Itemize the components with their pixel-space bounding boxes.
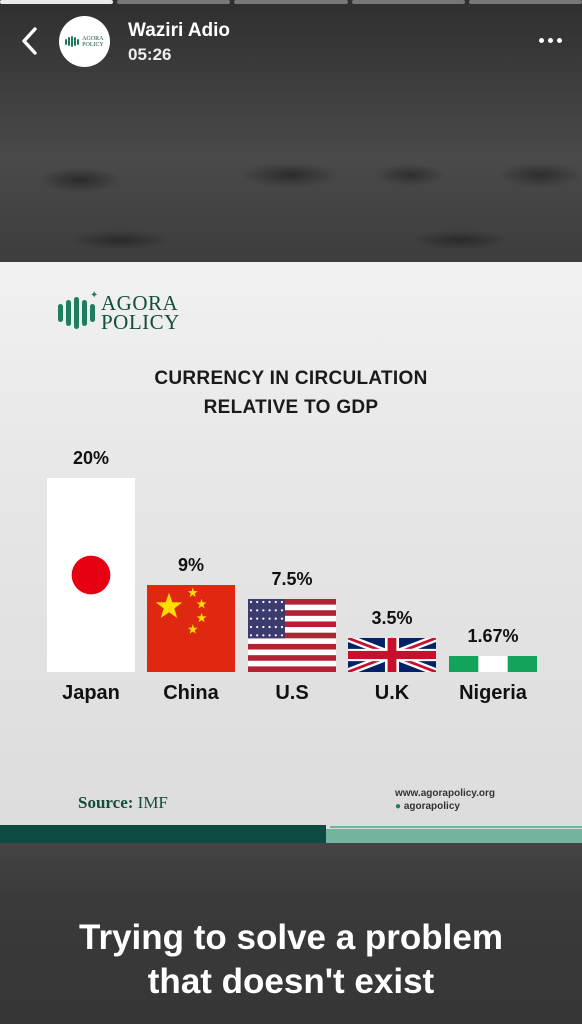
author-name[interactable]: Waziri Adio [128, 20, 231, 41]
bar-china [147, 585, 235, 672]
footer-strip-line [330, 826, 582, 828]
category-label-nigeria: Nigeria [459, 682, 527, 704]
story-background-bottom [0, 843, 582, 1024]
value-label-uk: 3.5% [371, 608, 413, 628]
flag-japan-icon [47, 478, 135, 672]
category-label-japan: Japan [62, 682, 120, 704]
value-label-japan: 20% [72, 448, 110, 468]
bar-nigeria [449, 656, 537, 672]
instagram-handle-text: agorapolicy [403, 801, 460, 812]
progress-segment [0, 0, 114, 4]
sparkle-icon: ✦ [90, 290, 99, 301]
flag-uk-icon [348, 638, 436, 672]
category-label-china: China [163, 682, 219, 704]
avatar[interactable]: AGORA POLICY [59, 16, 110, 67]
category-label-us: U.S [275, 682, 309, 704]
flag-nigeria-icon [449, 656, 537, 672]
instagram-handle: ● agorapolicy [395, 801, 460, 812]
value-label-nigeria: 1.67% [467, 626, 519, 646]
agora-policy-logo-icon [65, 36, 80, 47]
story-header: AGORA POLICY Waziri Adio 05:26 [0, 14, 582, 70]
agora-policy-logo: ✦ AGORA POLICY [58, 290, 180, 334]
footer-strip-light [326, 829, 582, 843]
avatar-text-line1: AGORA [82, 35, 104, 42]
source-value: IMF [137, 793, 168, 812]
progress-segment [234, 0, 348, 4]
footer-strip-dark [0, 825, 326, 843]
flag-china-icon [147, 585, 235, 672]
category-label-uk: U.K [374, 682, 410, 704]
logo-text-line2: POLICY [101, 310, 180, 334]
agora-policy-bars-icon [58, 297, 95, 329]
instagram-icon: ● [395, 801, 404, 812]
logo-text-line1: AGORA [101, 291, 179, 315]
story-image-card: ✦ AGORA POLICY CURRENCY IN CIRCULATION R… [0, 262, 582, 843]
story-caption: Trying to solve a problem that doesn't e… [0, 916, 582, 1004]
source-label: Source: [78, 793, 134, 812]
post-time: 05:26 [128, 45, 172, 64]
value-label-china: 9% [177, 555, 204, 575]
more-dots-icon[interactable] [539, 38, 562, 43]
story-progress-bar [0, 0, 582, 4]
caption-line1: Trying to solve a problem [79, 918, 503, 957]
bar-us [248, 599, 336, 672]
progress-segment [468, 0, 582, 4]
progress-segment [117, 0, 231, 4]
bar-japan [47, 478, 135, 672]
avatar-text-line2: POLICY [82, 41, 104, 48]
source-note: Source: IMF [78, 793, 168, 813]
caption-line2: that doesn't exist [147, 962, 435, 1001]
chart-title-line1: CURRENCY IN CIRCULATION [154, 368, 428, 389]
chart-title-line2: RELATIVE TO GDP [203, 397, 379, 418]
chevron-left-icon[interactable] [18, 26, 42, 56]
progress-segment [351, 0, 465, 4]
flag-usa-icon [248, 599, 336, 672]
website-link: www.agorapolicy.org [395, 788, 496, 799]
value-label-us: 7.5% [271, 569, 313, 589]
bar-uk [348, 638, 436, 672]
